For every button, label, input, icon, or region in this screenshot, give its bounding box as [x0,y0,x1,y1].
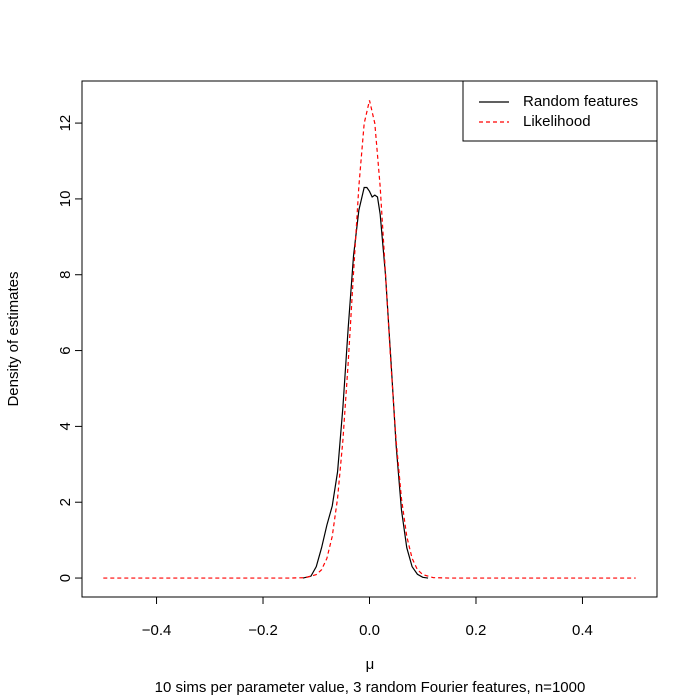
x-axis-label: μ [366,656,375,673]
y-tick-label: 6 [57,346,74,354]
series-line [302,186,429,579]
y-tick-label: 10 [57,191,74,208]
y-tick-label: 0 [57,574,74,582]
x-tick-label: 0.4 [572,622,593,639]
legend-box [462,80,658,142]
y-tick-label: 12 [57,115,74,132]
y-tick-label: 2 [57,498,74,506]
series-line [103,100,636,579]
x-tick-label: 0.0 [359,622,380,639]
legend-label: Likelihood [523,113,591,130]
y-tick-label: 8 [57,271,74,279]
x-tick-label: −0.4 [142,622,172,639]
legend-label: Random features [523,93,638,110]
y-axis-label: Density of estimates [5,271,22,406]
x-tick-label: 0.2 [466,622,487,639]
x-tick-label: −0.2 [248,622,278,639]
y-tick-label: 4 [57,422,74,430]
subtitle: 10 sims per parameter value, 3 random Fo… [155,679,586,696]
plot-box [81,80,658,598]
